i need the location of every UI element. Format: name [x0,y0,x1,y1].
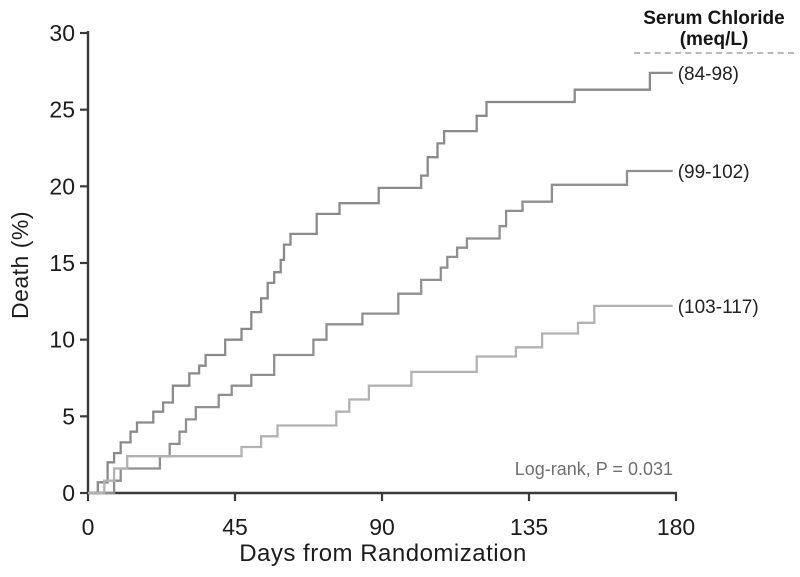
km-curve-99-102 [88,169,673,495]
logrank-annotation: Log-rank, P = 0.031 [514,459,673,479]
km-curve-103-117 [88,304,673,495]
series-label: (103-117) [678,297,759,318]
series-label: (84-98) [678,64,739,85]
series-label: (99-102) [678,162,750,183]
legend-title-line2: (meq/L) [679,29,749,50]
y-tick-label: 20 [49,173,75,199]
x-tick-label: 135 [510,514,548,540]
x-tick-label: 0 [82,514,95,540]
x-tick-label: 45 [222,514,248,540]
legend-underline [634,52,794,54]
x-tick-label: 180 [657,514,695,540]
y-tick-label: 10 [49,327,75,353]
y-tick-label: 25 [49,97,75,123]
x-tick-label: 90 [369,514,395,540]
y-tick-label: 15 [49,250,75,276]
y-axis-title: Death (%) [7,210,33,320]
legend-title: Serum Chloride (meq/L) [628,8,800,50]
km-curve-84-98 [88,71,673,495]
x-axis-title: Days from Randomization [239,540,527,567]
y-tick-label: 0 [62,480,75,506]
legend-title-line1: Serum Chloride [643,8,785,29]
y-tick-label: 5 [62,403,75,429]
y-tick-label: 30 [49,20,75,46]
